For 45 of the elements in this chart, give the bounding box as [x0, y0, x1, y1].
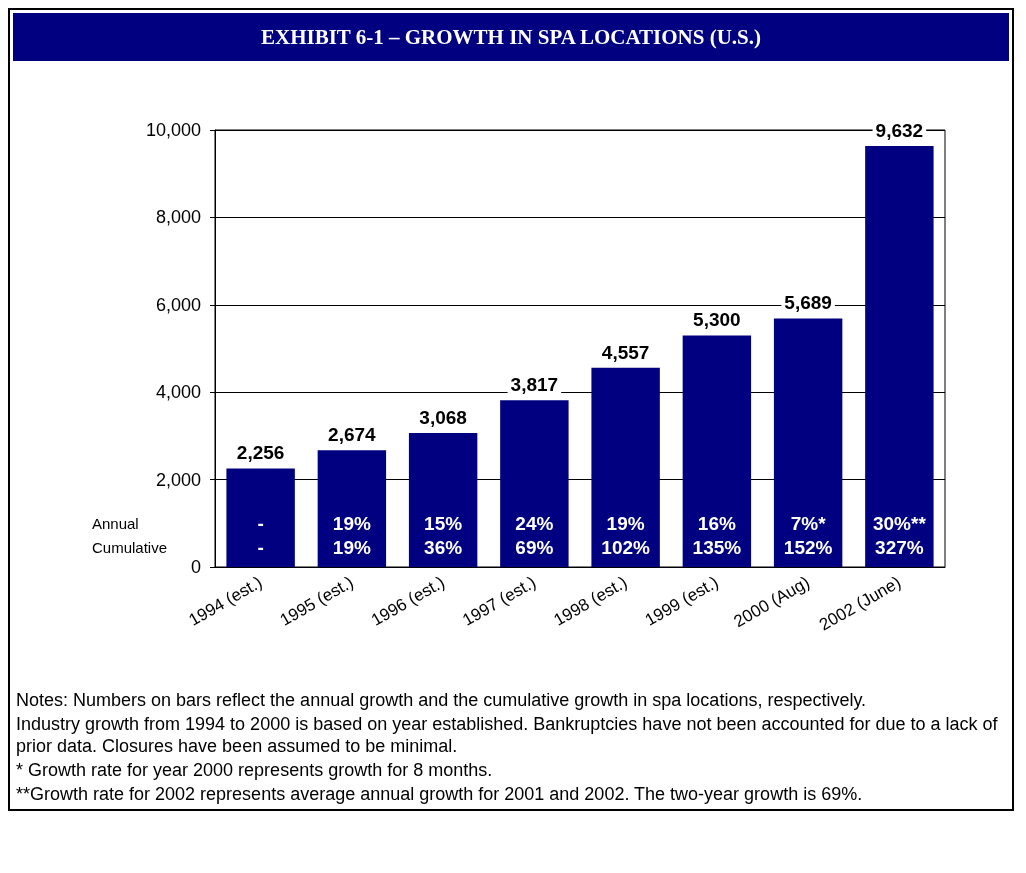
- data-label: 3,817: [510, 374, 559, 396]
- y-tick-label: 6,000: [155, 294, 201, 315]
- annotation: 15%: [424, 512, 463, 534]
- annotation: 135%: [692, 536, 742, 558]
- data-label: 4,557: [601, 341, 650, 363]
- y-tick-label: 10,000: [145, 120, 201, 140]
- data-label: 2,674: [328, 424, 377, 446]
- data-label: 9,632: [875, 120, 924, 142]
- text: Industry growth from 1994 to 2000 is based on year established. Bankruptcies have not been accounted for due to a lack of prior data. Closures have been assumed to be minimal.: [16, 713, 999, 757]
- annotation: 102%: [601, 536, 651, 558]
- annotation: 327%: [875, 536, 924, 558]
- bar: [865, 146, 934, 567]
- text: Cumulative: [92, 538, 168, 556]
- annotation: 36%: [424, 536, 463, 558]
- text: **Growth rate for 2002 represents average annual growth for 2001 and 2002. The two-year growth is 69%.: [16, 783, 864, 805]
- bar: [408, 432, 478, 567]
- data-label: 5,300: [693, 309, 741, 331]
- text: Notes: Numbers on bars reflect the annual growth and the cumulative growth in spa locations, respectively.: [16, 689, 868, 711]
- y-tick-label: 8,000: [155, 207, 201, 228]
- bar: [682, 335, 752, 567]
- data-label: 3,068: [419, 406, 467, 428]
- bar: [591, 367, 660, 567]
- bar: [317, 450, 387, 567]
- annotation: 69%: [515, 536, 554, 558]
- annotation: -: [257, 536, 264, 558]
- chart-title: EXHIBIT 6-1 – GROWTH IN SPA LOCATIONS (U.S.): [13, 13, 1009, 61]
- annotation: 24%: [515, 512, 554, 534]
- annotation: 19%: [332, 536, 371, 558]
- data-label: 5,689: [784, 292, 832, 314]
- data-label: 2,256: [236, 442, 285, 464]
- annotation: 30%**: [872, 512, 927, 534]
- y-tick-label: 4,000: [155, 382, 201, 403]
- annotation: 152%: [783, 536, 833, 558]
- bar: [226, 468, 295, 567]
- annotation: 16%: [697, 512, 736, 534]
- text: Annual: [92, 514, 139, 532]
- annotation: 7%*: [790, 512, 827, 534]
- annotation: 19%: [606, 512, 645, 534]
- y-tick-label: 2,000: [155, 469, 201, 490]
- text: * Growth rate for year 2000 represents growth for 8 months.: [16, 759, 494, 781]
- bar: [500, 400, 569, 567]
- annotation: -: [257, 512, 264, 534]
- annotation: 19%: [332, 512, 371, 534]
- y-tick-label: 0: [190, 557, 201, 577]
- bar: [773, 318, 843, 567]
